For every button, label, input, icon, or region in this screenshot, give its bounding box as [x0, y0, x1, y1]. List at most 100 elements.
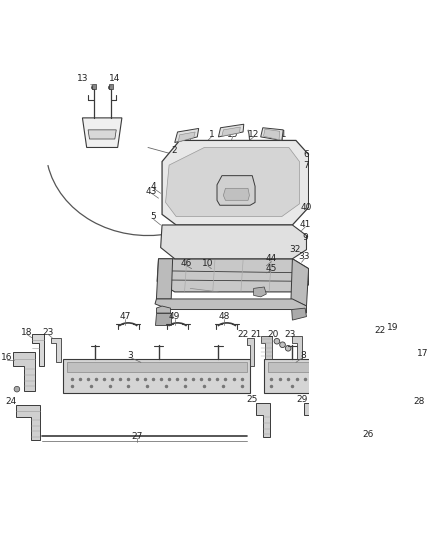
Polygon shape	[88, 130, 116, 139]
Text: 2: 2	[171, 147, 177, 156]
Polygon shape	[51, 338, 60, 362]
Circle shape	[109, 85, 113, 90]
Polygon shape	[161, 225, 307, 259]
Text: 40: 40	[301, 203, 312, 212]
Text: 49: 49	[169, 312, 180, 321]
Polygon shape	[291, 259, 309, 306]
Text: 12: 12	[248, 130, 259, 139]
Polygon shape	[402, 348, 423, 389]
Text: 23: 23	[42, 328, 53, 336]
Polygon shape	[82, 118, 122, 148]
Text: 44: 44	[265, 254, 277, 263]
Text: 20: 20	[268, 330, 279, 338]
Text: 25: 25	[247, 395, 258, 404]
Polygon shape	[264, 129, 280, 140]
Polygon shape	[32, 334, 44, 366]
Circle shape	[103, 387, 108, 391]
Polygon shape	[293, 336, 301, 359]
Polygon shape	[304, 403, 318, 437]
Text: 18: 18	[21, 328, 32, 336]
Circle shape	[280, 342, 285, 348]
Circle shape	[92, 85, 96, 90]
Circle shape	[274, 338, 280, 344]
Polygon shape	[382, 334, 392, 364]
Text: 7: 7	[304, 160, 309, 169]
Text: 21: 21	[250, 330, 261, 338]
Text: 5: 5	[151, 212, 156, 221]
Polygon shape	[223, 188, 249, 200]
Circle shape	[403, 384, 408, 390]
Text: 8: 8	[300, 351, 306, 360]
Circle shape	[168, 282, 174, 288]
Polygon shape	[420, 405, 438, 440]
Polygon shape	[217, 176, 255, 205]
Circle shape	[276, 387, 280, 391]
Circle shape	[172, 209, 180, 217]
Circle shape	[297, 387, 301, 391]
Polygon shape	[13, 352, 35, 391]
Circle shape	[238, 190, 245, 197]
Text: 32: 32	[289, 245, 300, 254]
Text: 6: 6	[304, 150, 309, 159]
Polygon shape	[162, 140, 309, 225]
Text: 4: 4	[151, 182, 156, 191]
Text: 41: 41	[300, 221, 311, 230]
Text: 9: 9	[302, 233, 308, 242]
Text: 3: 3	[127, 351, 133, 360]
Polygon shape	[67, 362, 247, 372]
Text: 23: 23	[285, 330, 296, 338]
Polygon shape	[261, 128, 283, 140]
Polygon shape	[109, 84, 113, 89]
Polygon shape	[175, 128, 199, 142]
Polygon shape	[156, 259, 173, 299]
Circle shape	[132, 387, 136, 391]
Circle shape	[285, 345, 291, 351]
Polygon shape	[393, 330, 413, 369]
Text: 45: 45	[265, 264, 277, 273]
Text: 33: 33	[299, 252, 310, 261]
Text: 26: 26	[362, 431, 374, 439]
Circle shape	[75, 387, 80, 391]
Polygon shape	[292, 308, 307, 320]
Circle shape	[229, 190, 236, 197]
Text: 11: 11	[276, 130, 288, 139]
Text: 47: 47	[120, 312, 131, 321]
Text: 16: 16	[1, 353, 13, 362]
Polygon shape	[256, 403, 270, 437]
Text: 15: 15	[227, 130, 238, 139]
Text: 46: 46	[181, 259, 192, 268]
Text: 14: 14	[109, 74, 120, 83]
Polygon shape	[157, 259, 309, 292]
Text: 27: 27	[132, 432, 143, 441]
Text: 22: 22	[237, 330, 249, 338]
Circle shape	[285, 200, 300, 215]
Text: 19: 19	[387, 322, 399, 332]
Polygon shape	[15, 405, 40, 440]
Text: 13: 13	[77, 74, 88, 83]
Circle shape	[14, 386, 20, 392]
Polygon shape	[64, 359, 250, 393]
Circle shape	[169, 206, 183, 220]
Polygon shape	[222, 127, 240, 136]
Text: 17: 17	[417, 349, 428, 358]
Polygon shape	[268, 362, 359, 372]
Text: 24: 24	[5, 397, 16, 406]
Polygon shape	[155, 313, 170, 325]
Polygon shape	[261, 336, 272, 359]
Text: 48: 48	[219, 312, 230, 321]
Polygon shape	[219, 124, 244, 137]
Polygon shape	[156, 306, 170, 313]
Text: 11: 11	[184, 130, 196, 139]
Circle shape	[287, 203, 297, 212]
Text: 43: 43	[146, 187, 157, 196]
Text: 22: 22	[375, 326, 386, 335]
Polygon shape	[92, 84, 96, 89]
Polygon shape	[155, 299, 307, 313]
Polygon shape	[166, 148, 300, 216]
Polygon shape	[247, 338, 254, 366]
Polygon shape	[264, 359, 363, 393]
Text: 10: 10	[202, 259, 214, 268]
Text: 28: 28	[413, 397, 425, 406]
Text: 1: 1	[208, 130, 214, 139]
Polygon shape	[178, 132, 195, 142]
